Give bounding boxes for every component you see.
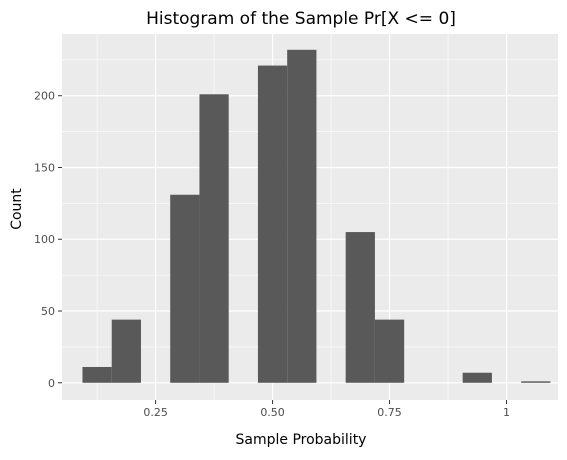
histogram-bar <box>374 319 405 383</box>
histogram-bar <box>199 94 229 383</box>
histogram-bar <box>521 381 551 383</box>
y-tick-label: 50 <box>41 305 55 318</box>
histogram-bar <box>287 49 317 383</box>
x-tick-label: 0.50 <box>260 406 285 419</box>
y-tick-label: 100 <box>34 233 55 246</box>
chart-title: Histogram of the Sample Pr[X <= 0] <box>146 9 456 29</box>
histogram-bar <box>257 65 288 383</box>
x-axis-title: Sample Probability <box>236 432 367 448</box>
y-tick-label: 200 <box>34 90 55 103</box>
histogram-bar <box>345 232 375 383</box>
histogram-bar <box>82 366 112 383</box>
y-axis-title: Count <box>9 188 25 230</box>
bars <box>82 49 551 383</box>
x-tick-label: 1 <box>503 406 510 419</box>
histogram-bar <box>111 319 141 383</box>
x-axis-ticks: 0.25 0.50 0.75 1 <box>143 400 510 419</box>
y-tick-label: 150 <box>34 161 55 174</box>
y-axis-ticks: 0 50 100 150 200 <box>34 90 62 390</box>
y-tick-label: 0 <box>48 377 55 390</box>
x-tick-label: 0.25 <box>143 406 168 419</box>
x-tick-label: 0.75 <box>377 406 402 419</box>
histogram-bar <box>462 372 492 383</box>
histogram-bar <box>170 194 200 383</box>
